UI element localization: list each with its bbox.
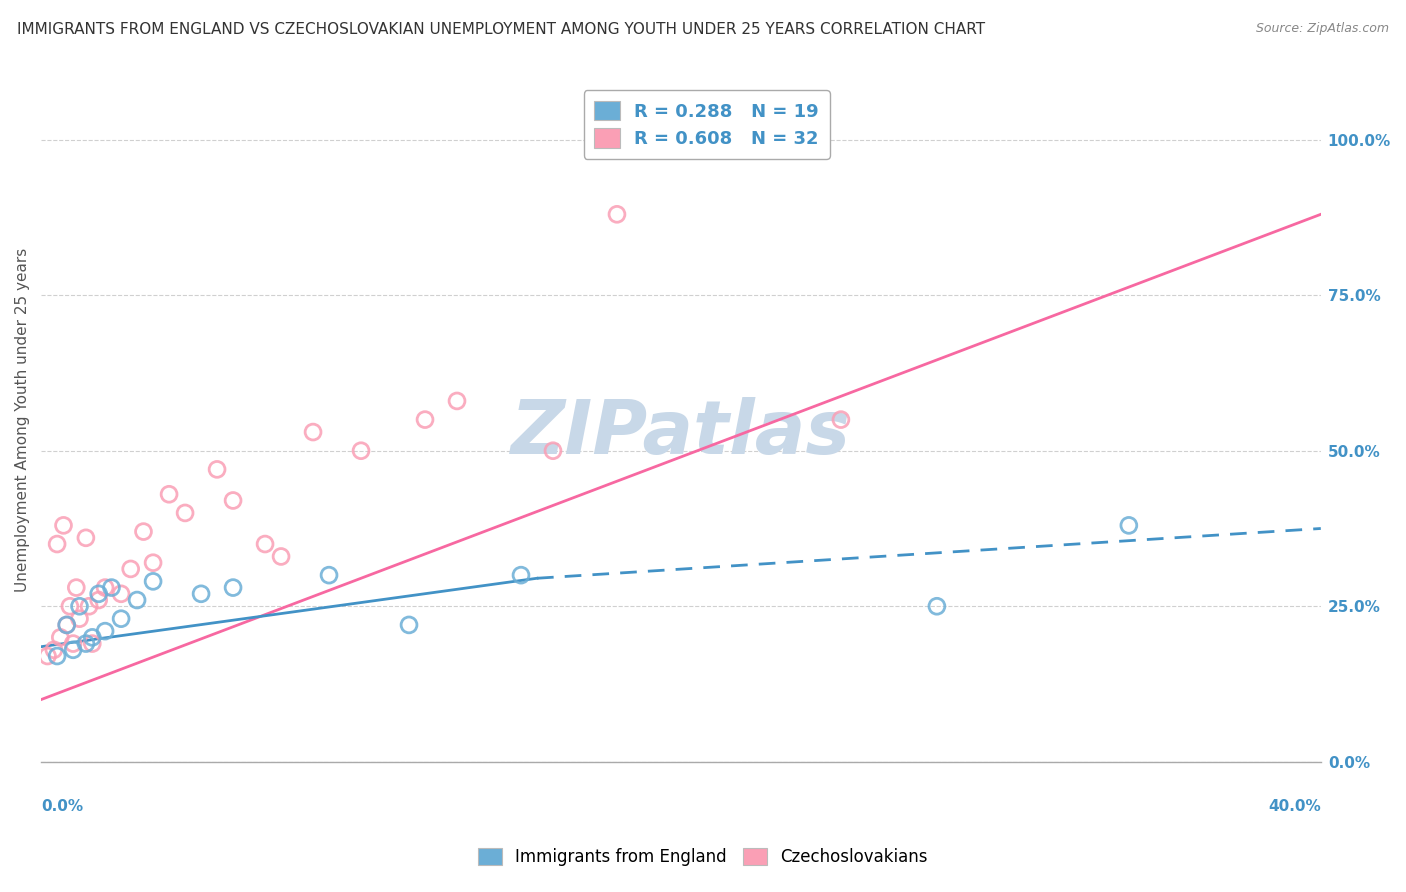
Text: 40.0%: 40.0%: [1268, 799, 1320, 814]
Point: [94, 624, 117, 639]
Point: [830, 412, 852, 426]
Point: [49, 631, 72, 645]
Text: IMMIGRANTS FROM ENGLAND VS CZECHOSLOVAKIAN UNEMPLOYMENT AMONG YOUTH UNDER 25 YEA: IMMIGRANTS FROM ENGLAND VS CZECHOSLOVAKI…: [17, 22, 986, 37]
Legend: R = 0.288   N = 19, R = 0.608   N = 32: R = 0.288 N = 19, R = 0.608 N = 32: [583, 90, 830, 159]
Point: [142, 574, 165, 589]
Point: [62, 642, 84, 657]
Point: [318, 568, 340, 582]
Point: [110, 587, 132, 601]
Point: [59, 599, 82, 614]
Text: Source: ZipAtlas.com: Source: ZipAtlas.com: [1256, 22, 1389, 36]
Point: [110, 612, 132, 626]
Point: [94, 581, 117, 595]
Point: [127, 593, 149, 607]
Point: [446, 393, 468, 408]
Point: [46, 537, 69, 551]
Point: [46, 648, 69, 663]
Point: [270, 549, 292, 564]
Point: [42, 642, 65, 657]
Point: [55, 618, 77, 632]
Point: [77, 599, 100, 614]
Point: [510, 568, 533, 582]
Point: [75, 637, 97, 651]
Point: [75, 531, 97, 545]
Text: ZIPatlas: ZIPatlas: [510, 397, 851, 470]
Text: 0.0%: 0.0%: [41, 799, 83, 814]
Point: [82, 631, 104, 645]
Point: [222, 581, 245, 595]
Point: [606, 207, 628, 221]
Point: [413, 412, 436, 426]
Point: [157, 487, 180, 501]
Point: [100, 581, 122, 595]
Point: [174, 506, 197, 520]
Point: [222, 493, 245, 508]
Point: [350, 443, 373, 458]
Point: [65, 581, 87, 595]
Point: [69, 612, 91, 626]
Point: [69, 599, 91, 614]
Point: [205, 462, 228, 476]
Point: [254, 537, 277, 551]
Point: [120, 562, 142, 576]
Point: [142, 556, 165, 570]
Point: [82, 637, 104, 651]
Point: [87, 587, 110, 601]
Point: [190, 587, 212, 601]
Point: [1118, 518, 1140, 533]
Point: [62, 637, 84, 651]
Point: [132, 524, 155, 539]
Point: [52, 518, 75, 533]
Point: [302, 425, 325, 439]
Point: [541, 443, 564, 458]
Legend: Immigrants from England, Czechoslovakians: Immigrants from England, Czechoslovakian…: [472, 841, 934, 873]
Y-axis label: Unemployment Among Youth under 25 years: Unemployment Among Youth under 25 years: [15, 247, 30, 591]
Point: [55, 618, 77, 632]
Point: [87, 593, 110, 607]
Point: [37, 648, 59, 663]
Point: [398, 618, 420, 632]
Point: [925, 599, 948, 614]
